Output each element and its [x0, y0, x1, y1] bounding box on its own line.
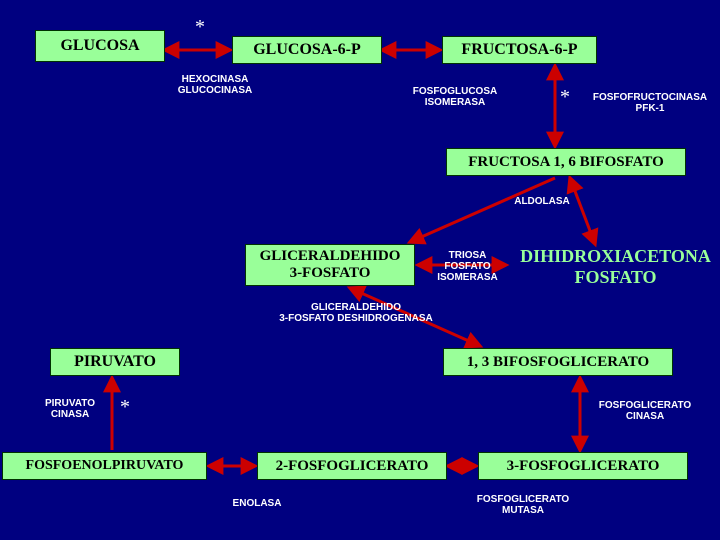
enzyme-tpi: TRIOSA FOSFATO ISOMERASA [430, 250, 505, 283]
node-13bpg: 1, 3 BIFOSFOGLICERATO [443, 348, 673, 376]
node-2pg: 2-FOSFOGLICERATO [257, 452, 447, 480]
node-pep: FOSFOENOLPIRUVATO [2, 452, 207, 480]
enzyme-piruvato-cinasa: PIRUVATO CINASA [30, 398, 110, 420]
star-3: * [120, 396, 130, 419]
node-piruvato: PIRUVATO [50, 348, 180, 376]
node-gap: GLICERALDEHIDO 3-FOSFATO [245, 244, 415, 286]
enzyme-hexocinasa: HEXOCINASA GLUCOCINASA [170, 74, 260, 96]
star-2: * [560, 86, 570, 109]
star-1: * [195, 16, 205, 39]
enzyme-pgi: FOSFOGLUCOSA ISOMERASA [400, 86, 510, 108]
node-g6p: GLUCOSA-6-P [232, 36, 382, 64]
enzyme-pgk: FOSFOGLICERATO CINASA [580, 400, 710, 422]
node-3pg: 3-FOSFOGLICERATO [478, 452, 688, 480]
node-dhap: DIHIDROXIACETONA FOSFATO [508, 246, 720, 288]
node-glucosa: GLUCOSA [35, 30, 165, 62]
enzyme-pfk: FOSFOFRUCTOCINASA PFK-1 [580, 92, 720, 114]
enzyme-pgm: FOSFOGLICERATO MUTASA [458, 494, 588, 516]
enzyme-enolasa: ENOLASA [222, 498, 292, 509]
node-f6p: FRUCTOSA-6-P [442, 36, 597, 64]
enzyme-gapdh: GLICERALDEHIDO 3-FOSFATO DESHIDROGENASA [256, 302, 456, 324]
node-f16bp: FRUCTOSA 1, 6 BIFOSFATO [446, 148, 686, 176]
enzyme-aldolasa: ALDOLASA [502, 196, 582, 207]
